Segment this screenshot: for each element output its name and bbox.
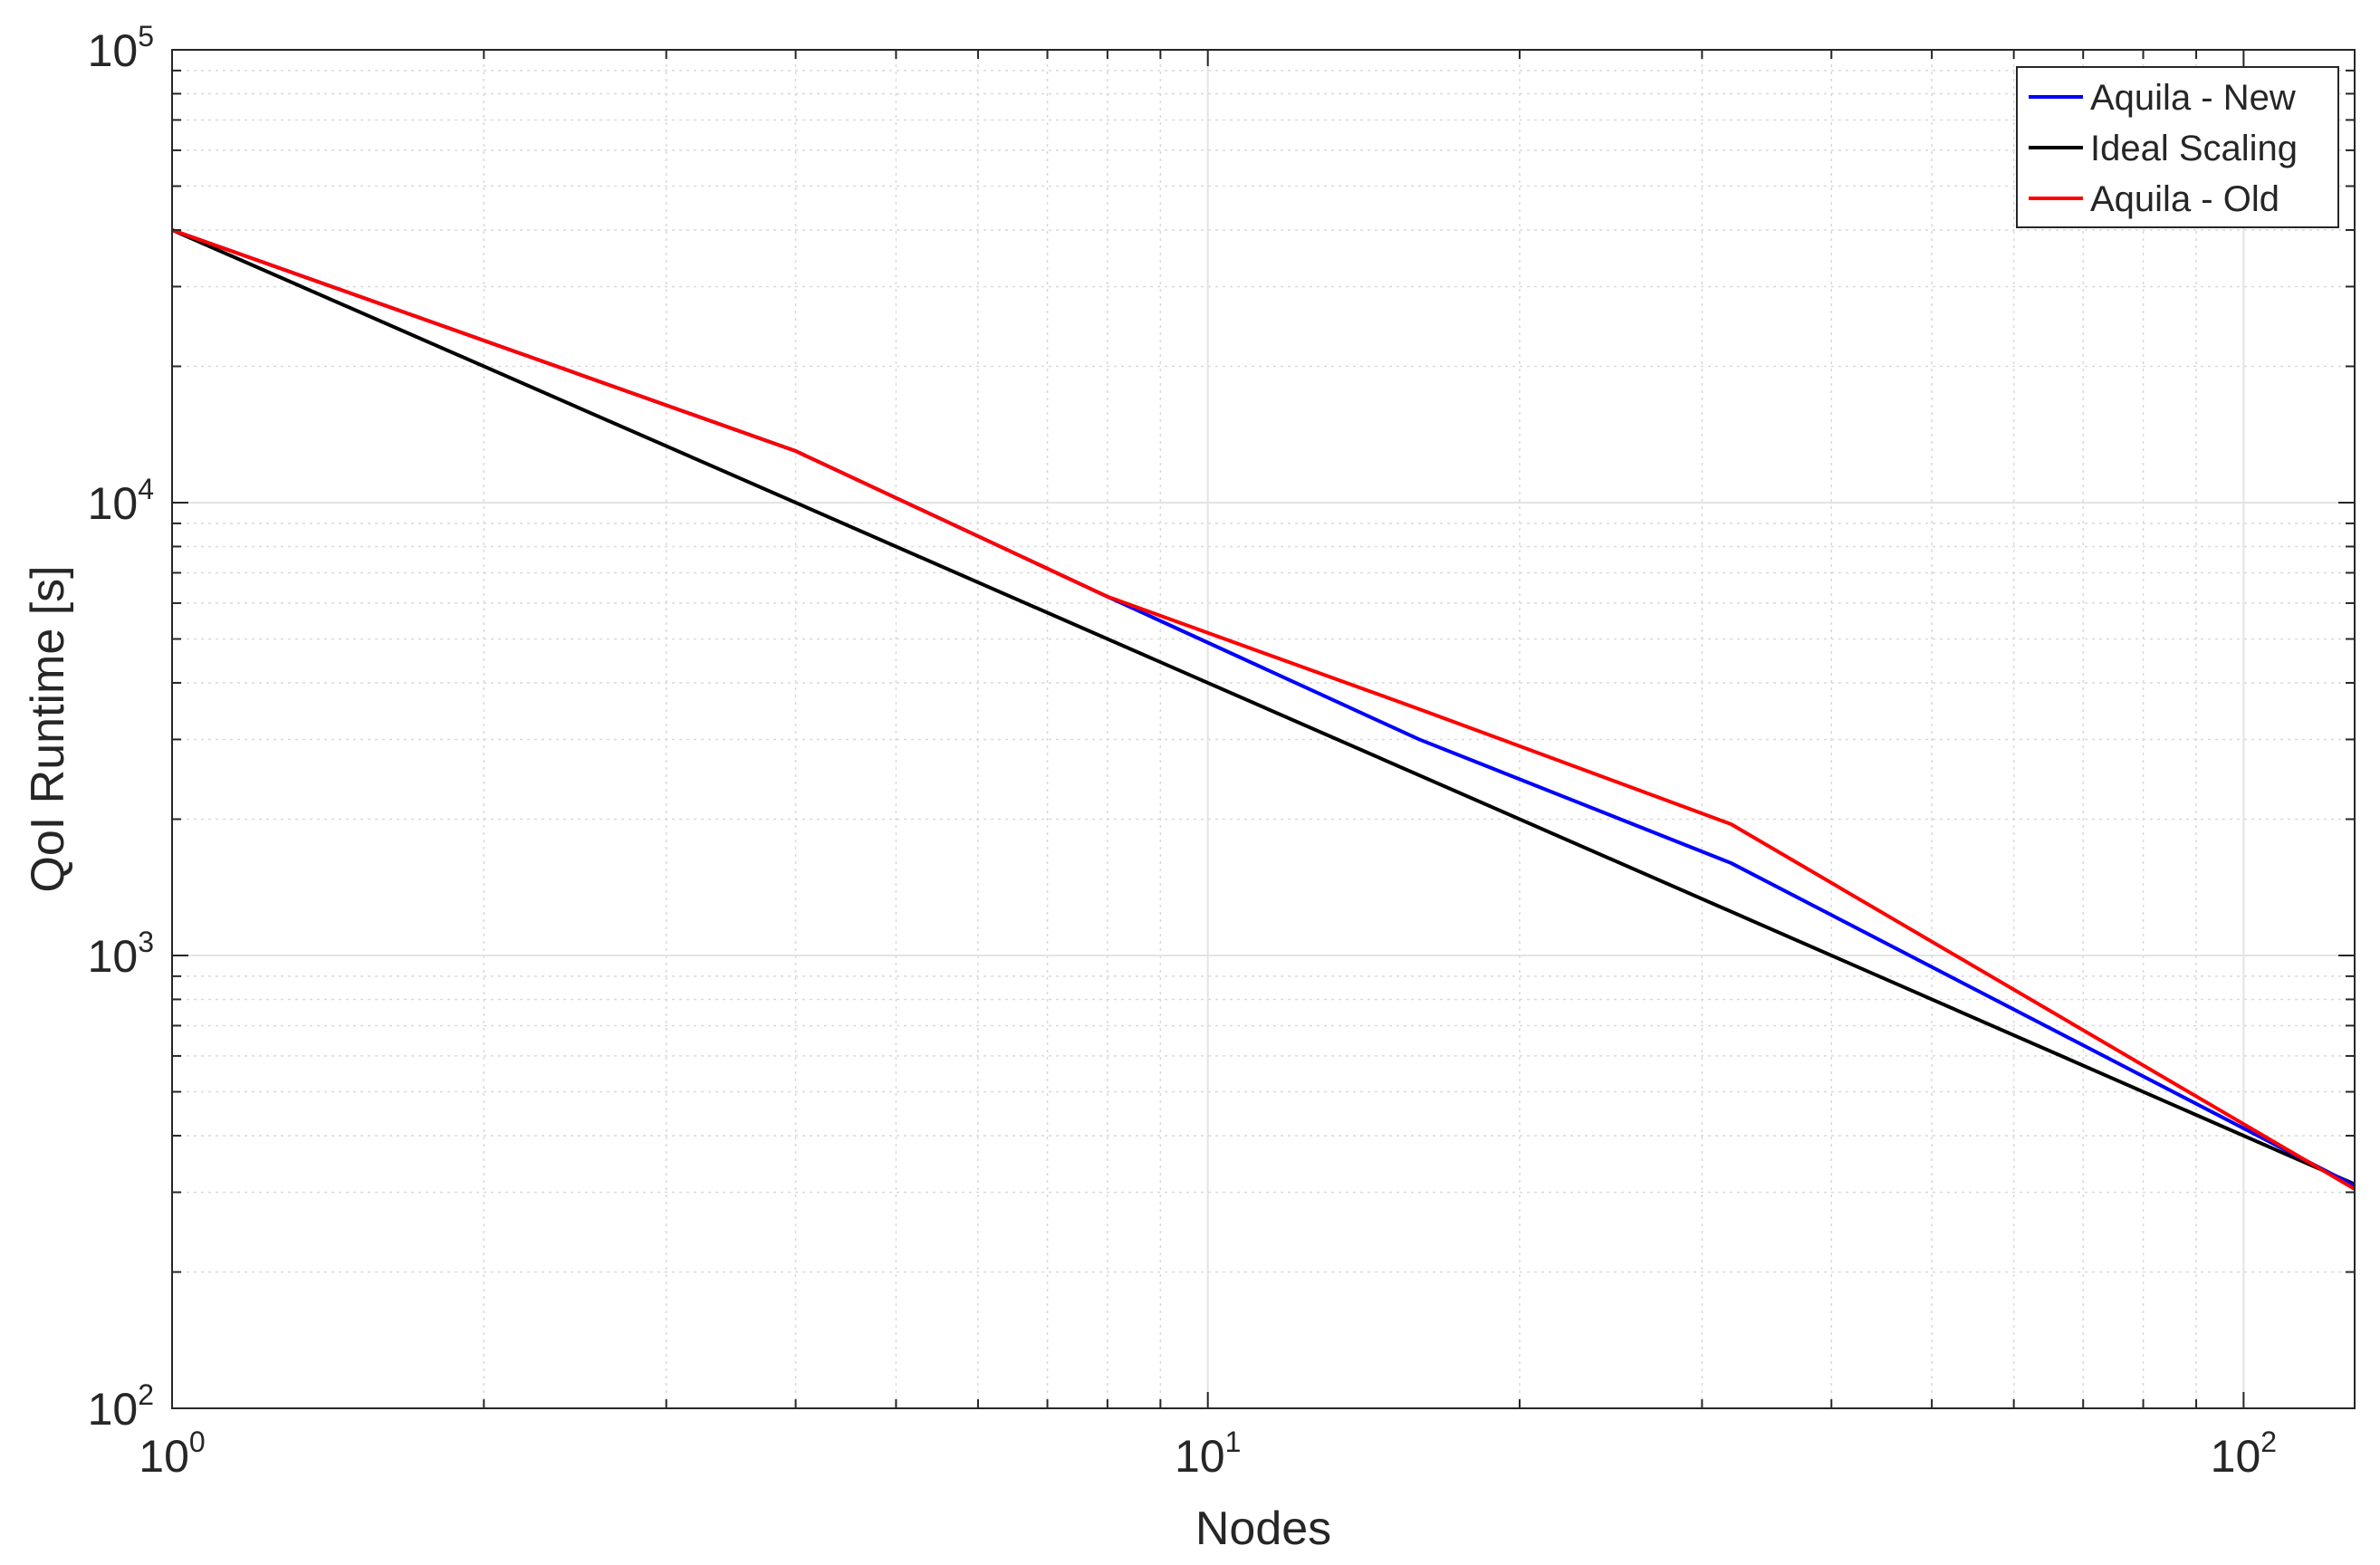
legend: Aquila - New Ideal Scaling Aquila - Old [2016, 66, 2339, 228]
legend-label-aquila-old: Aquila - Old [2090, 179, 2279, 219]
y-tick-labels: 102 103 104 105 [88, 20, 154, 1435]
axes-box [171, 49, 2356, 1409]
x-tick-labels: 100 101 102 [139, 1426, 2277, 1482]
series-layer [171, 228, 2356, 1191]
y-axis-title: QoI Runtime [s] [22, 565, 74, 892]
major-grid [172, 50, 2355, 1408]
y-tick-label: 103 [88, 926, 154, 982]
legend-entry-aquila-new: Aquila - New [2029, 78, 2296, 118]
x-tick-label: 102 [2211, 1426, 2277, 1482]
y-tick-label: 102 [88, 1378, 154, 1435]
axis-ticks [171, 49, 2355, 1409]
y-tick-label: 104 [88, 473, 154, 529]
legend-label-aquila-new: Aquila - New [2090, 78, 2296, 118]
legend-label-ideal-scaling: Ideal Scaling [2090, 129, 2298, 168]
legend-entry-aquila-old: Aquila - Old [2029, 179, 2279, 219]
series-line-aquila-old [171, 228, 2356, 1191]
plot-area [172, 50, 2355, 1408]
x-tick-label: 100 [139, 1426, 205, 1482]
legend-entry-ideal-scaling: Ideal Scaling [2029, 129, 2298, 168]
series-line-ideal-scaling [171, 228, 2356, 1186]
x-tick-label: 101 [1175, 1426, 1241, 1482]
x-axis-title: Nodes [1195, 1503, 1331, 1555]
y-tick-label: 105 [88, 20, 154, 76]
